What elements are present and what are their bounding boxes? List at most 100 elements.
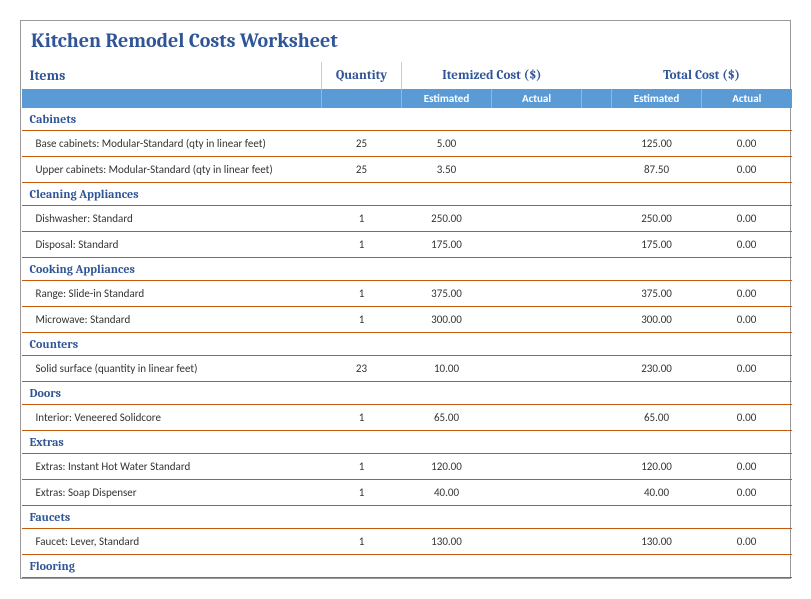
cell-estimated: 375.00 xyxy=(402,281,492,307)
table-row: Interior: Veneered Solidcore165.0065.000… xyxy=(22,405,792,431)
cell-gap xyxy=(582,356,612,382)
category-row: Cabinets xyxy=(22,108,792,131)
header-items: Items xyxy=(22,62,322,89)
cell-estimated: 65.00 xyxy=(402,405,492,431)
category-label: Cleaning Appliances xyxy=(22,183,792,206)
table-row: Microwave: Standard1300.00300.000.00 xyxy=(22,307,792,333)
cell-item: Faucet: Lever, Standard xyxy=(22,529,322,555)
cell-qty: 1 xyxy=(322,232,402,258)
cell-item: Extras: Instant Hot Water Standard xyxy=(22,454,322,480)
cell-qty: 25 xyxy=(322,131,402,157)
table-row: Dishwasher: Standard1250.00250.000.00 xyxy=(22,206,792,232)
cell-total-estimated: 87.50 xyxy=(612,157,702,183)
cell-total-actual: 0.00 xyxy=(702,356,792,382)
category-row: Cleaning Appliances xyxy=(22,183,792,206)
cell-total-actual: 0.00 xyxy=(702,454,792,480)
category-label: Counters xyxy=(22,333,792,356)
cell-item: Dishwasher: Standard xyxy=(22,206,322,232)
table-row: Range: Slide-in Standard1375.00375.000.0… xyxy=(22,281,792,307)
cell-qty: 23 xyxy=(322,356,402,382)
category-label: Faucets xyxy=(22,506,792,529)
cell-total-actual: 0.00 xyxy=(702,405,792,431)
cell-qty: 1 xyxy=(322,206,402,232)
cell-gap xyxy=(582,529,612,555)
cell-total-actual: 0.00 xyxy=(702,232,792,258)
cell-gap xyxy=(582,454,612,480)
subheader-blank-2 xyxy=(322,89,402,108)
cell-qty: 1 xyxy=(322,307,402,333)
cell-item: Solid surface (quantity in linear feet) xyxy=(22,356,322,382)
table-row: Disposal: Standard1175.00175.000.00 xyxy=(22,232,792,258)
subheader-act-1: Actual xyxy=(492,89,582,108)
cell-qty: 1 xyxy=(322,454,402,480)
cell-total-actual: 0.00 xyxy=(702,157,792,183)
table-row: Upper cabinets: Modular-Standard (qty in… xyxy=(22,157,792,183)
category-row: Extras xyxy=(22,431,792,454)
cell-estimated: 5.00 xyxy=(402,131,492,157)
cell-total-estimated: 65.00 xyxy=(612,405,702,431)
cell-actual xyxy=(492,480,582,506)
cell-total-estimated: 375.00 xyxy=(612,281,702,307)
cell-qty: 1 xyxy=(322,480,402,506)
cell-qty: 25 xyxy=(322,157,402,183)
cell-gap xyxy=(582,405,612,431)
category-row: Faucets xyxy=(22,506,792,529)
cell-qty: 1 xyxy=(322,405,402,431)
cell-qty: 1 xyxy=(322,529,402,555)
subheader-act-2: Actual xyxy=(702,89,792,108)
category-label: Extras xyxy=(22,431,792,454)
cell-actual xyxy=(492,232,582,258)
cell-gap xyxy=(582,232,612,258)
cell-total-estimated: 300.00 xyxy=(612,307,702,333)
subheader-est-1: Estimated xyxy=(402,89,492,108)
cost-table: Items Quantity Itemized Cost ($) Total C… xyxy=(21,62,792,578)
table-row: Faucet: Lever, Standard1130.00130.000.00 xyxy=(22,529,792,555)
cell-gap xyxy=(582,206,612,232)
cell-total-estimated: 40.00 xyxy=(612,480,702,506)
cell-total-actual: 0.00 xyxy=(702,281,792,307)
cell-actual xyxy=(492,131,582,157)
cell-total-estimated: 175.00 xyxy=(612,232,702,258)
cell-item: Extras: Soap Dispenser xyxy=(22,480,322,506)
cell-estimated: 175.00 xyxy=(402,232,492,258)
category-label: Cabinets xyxy=(22,108,792,131)
cell-gap xyxy=(582,157,612,183)
category-row: Doors xyxy=(22,382,792,405)
cell-estimated: 10.00 xyxy=(402,356,492,382)
worksheet: Kitchen Remodel Costs Worksheet Items Qu… xyxy=(20,20,791,579)
cell-actual xyxy=(492,206,582,232)
cell-item: Base cabinets: Modular-Standard (qty in … xyxy=(22,131,322,157)
category-row: Counters xyxy=(22,333,792,356)
cell-actual xyxy=(492,281,582,307)
cell-item: Upper cabinets: Modular-Standard (qty in… xyxy=(22,157,322,183)
cell-qty: 1 xyxy=(322,281,402,307)
cell-item: Microwave: Standard xyxy=(22,307,322,333)
header-row-1: Items Quantity Itemized Cost ($) Total C… xyxy=(22,62,792,89)
category-label: Doors xyxy=(22,382,792,405)
cell-estimated: 300.00 xyxy=(402,307,492,333)
cell-total-actual: 0.00 xyxy=(702,529,792,555)
cell-actual xyxy=(492,529,582,555)
header-row-2: Estimated Actual Estimated Actual xyxy=(22,89,792,108)
cell-total-actual: 0.00 xyxy=(702,307,792,333)
cell-total-estimated: 120.00 xyxy=(612,454,702,480)
cell-actual xyxy=(492,405,582,431)
header-itemized-cost: Itemized Cost ($) xyxy=(402,62,582,89)
cell-total-actual: 0.00 xyxy=(702,480,792,506)
subheader-est-2: Estimated xyxy=(612,89,702,108)
cell-item: Disposal: Standard xyxy=(22,232,322,258)
table-row: Extras: Instant Hot Water Standard1120.0… xyxy=(22,454,792,480)
category-label: Cooking Appliances xyxy=(22,258,792,281)
cell-total-actual: 0.00 xyxy=(702,131,792,157)
category-row: Cooking Appliances xyxy=(22,258,792,281)
cell-estimated: 3.50 xyxy=(402,157,492,183)
cell-gap xyxy=(582,307,612,333)
table-row: Base cabinets: Modular-Standard (qty in … xyxy=(22,131,792,157)
header-gap xyxy=(582,62,612,89)
subheader-gap xyxy=(582,89,612,108)
cell-estimated: 120.00 xyxy=(402,454,492,480)
subheader-blank-1 xyxy=(22,89,322,108)
worksheet-title: Kitchen Remodel Costs Worksheet xyxy=(21,21,790,62)
cell-total-actual: 0.00 xyxy=(702,206,792,232)
cell-estimated: 250.00 xyxy=(402,206,492,232)
